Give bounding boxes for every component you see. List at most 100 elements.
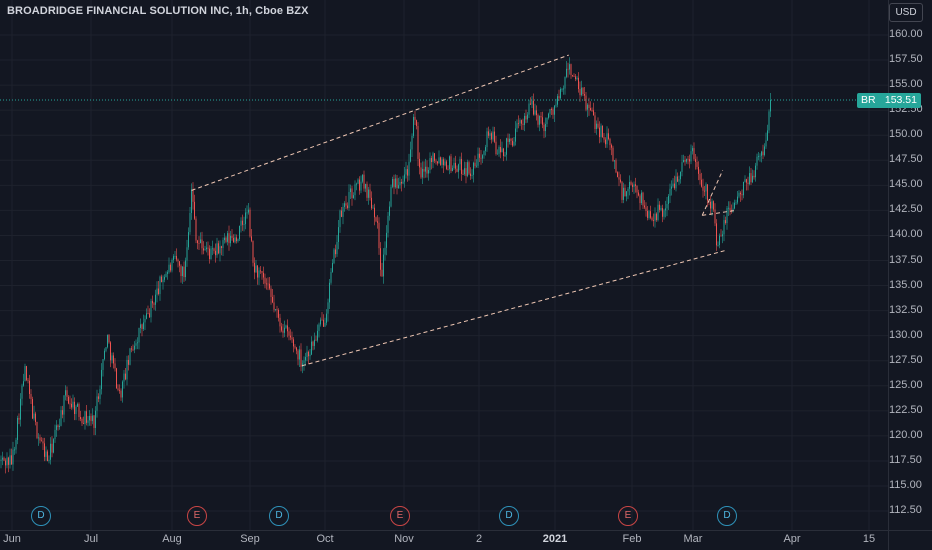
- candle-body: [579, 89, 581, 96]
- candle-body: [60, 410, 62, 426]
- candle-body: [300, 349, 302, 367]
- candle-body: [531, 100, 533, 105]
- candle-body: [426, 166, 428, 174]
- candle-body: [291, 337, 293, 340]
- candle-body: [428, 169, 429, 174]
- candle-body: [530, 103, 531, 105]
- y-tick-label: 145.00: [889, 178, 923, 191]
- y-tick-label: 147.50: [889, 153, 923, 166]
- candle-body: [134, 345, 135, 350]
- candle-body: [471, 174, 473, 176]
- dividend-marker[interactable]: D: [31, 506, 51, 526]
- candle-body: [518, 123, 519, 125]
- candle-body: [383, 254, 384, 277]
- x-tick-label: 2021: [542, 533, 568, 545]
- dividend-marker[interactable]: D: [717, 506, 737, 526]
- chart-title: BROADRIDGE FINANCIAL SOLUTION INC, 1h, C…: [7, 5, 309, 17]
- earnings-marker[interactable]: E: [618, 506, 638, 526]
- candle-body: [42, 441, 44, 444]
- candle-body: [81, 418, 83, 424]
- candle-body: [582, 87, 584, 95]
- candle-body: [507, 138, 509, 142]
- candle-body: [197, 240, 198, 244]
- candle-body: [39, 437, 41, 441]
- candle-body: [12, 449, 14, 465]
- y-tick-label: 127.50: [889, 353, 923, 366]
- candle-body: [143, 322, 144, 330]
- candle-body: [122, 381, 123, 398]
- candle-body: [404, 174, 405, 182]
- candle-body: [119, 389, 120, 391]
- trendline: [191, 54, 569, 191]
- dividend-marker[interactable]: D: [499, 506, 519, 526]
- candle-body: [287, 325, 288, 332]
- earnings-marker[interactable]: E: [390, 506, 410, 526]
- candle-body: [690, 151, 692, 162]
- candle-body: [632, 184, 633, 187]
- candle-body: [516, 123, 518, 129]
- candle-body: [321, 319, 323, 321]
- trendline: [701, 170, 724, 216]
- candle-body: [558, 96, 560, 99]
- candle-body: [654, 213, 656, 221]
- y-tick-label: 117.50: [889, 453, 922, 466]
- candle-body: [570, 64, 572, 76]
- candle-body: [699, 173, 701, 180]
- y-tick-label: 137.50: [889, 253, 923, 266]
- candle-body: [509, 138, 510, 142]
- candle-body: [365, 183, 366, 189]
- candle-body: [375, 217, 377, 222]
- candle-body: [194, 201, 195, 219]
- candle-body: [314, 339, 315, 346]
- candle-body: [591, 110, 593, 112]
- candle-body: [342, 206, 344, 217]
- candle-body: [65, 390, 66, 396]
- candle-body: [258, 270, 260, 278]
- candle-body: [510, 138, 512, 141]
- candle-body: [395, 178, 396, 188]
- earnings-marker[interactable]: E: [187, 506, 207, 526]
- last-price-symbol: BR: [861, 93, 876, 106]
- candle-body: [245, 212, 246, 225]
- candle-body: [30, 393, 32, 399]
- candle-body: [32, 398, 33, 419]
- candle-body: [107, 335, 108, 348]
- candle-body: [630, 182, 632, 185]
- candle-body: [653, 220, 654, 221]
- candle-body: [263, 272, 264, 278]
- candle-body: [339, 210, 341, 228]
- candle-body: [536, 110, 537, 116]
- candle-body: [27, 379, 29, 381]
- candle-body: [57, 425, 59, 428]
- candle-body: [170, 264, 171, 271]
- candle-body: [492, 131, 494, 140]
- candle-body: [732, 208, 734, 212]
- candle-body: [186, 247, 188, 261]
- candle-body: [573, 75, 575, 77]
- candle-body: [72, 401, 74, 408]
- candle-body: [440, 157, 441, 165]
- candle-body: [248, 209, 249, 213]
- currency-button[interactable]: USD: [889, 3, 923, 22]
- candle-body: [341, 210, 342, 217]
- candle-body: [575, 76, 576, 80]
- candle-body: [488, 131, 489, 136]
- candle-body: [191, 189, 192, 214]
- dividend-marker[interactable]: D: [269, 506, 289, 526]
- candle-body: [102, 359, 104, 370]
- candle-body: [167, 272, 168, 274]
- candle-body: [548, 113, 549, 118]
- y-tick-label: 120.00: [889, 428, 923, 441]
- candle-body: [210, 248, 212, 260]
- candle-body: [576, 77, 578, 80]
- candle-body: [501, 148, 503, 153]
- candle-body: [588, 104, 590, 109]
- candle-body: [120, 390, 122, 398]
- candle-body: [110, 342, 111, 361]
- candle-body: [159, 276, 161, 295]
- candle-body: [521, 120, 522, 124]
- candle-body: [704, 190, 705, 192]
- candle-body: [549, 109, 551, 114]
- candle-body: [98, 396, 99, 399]
